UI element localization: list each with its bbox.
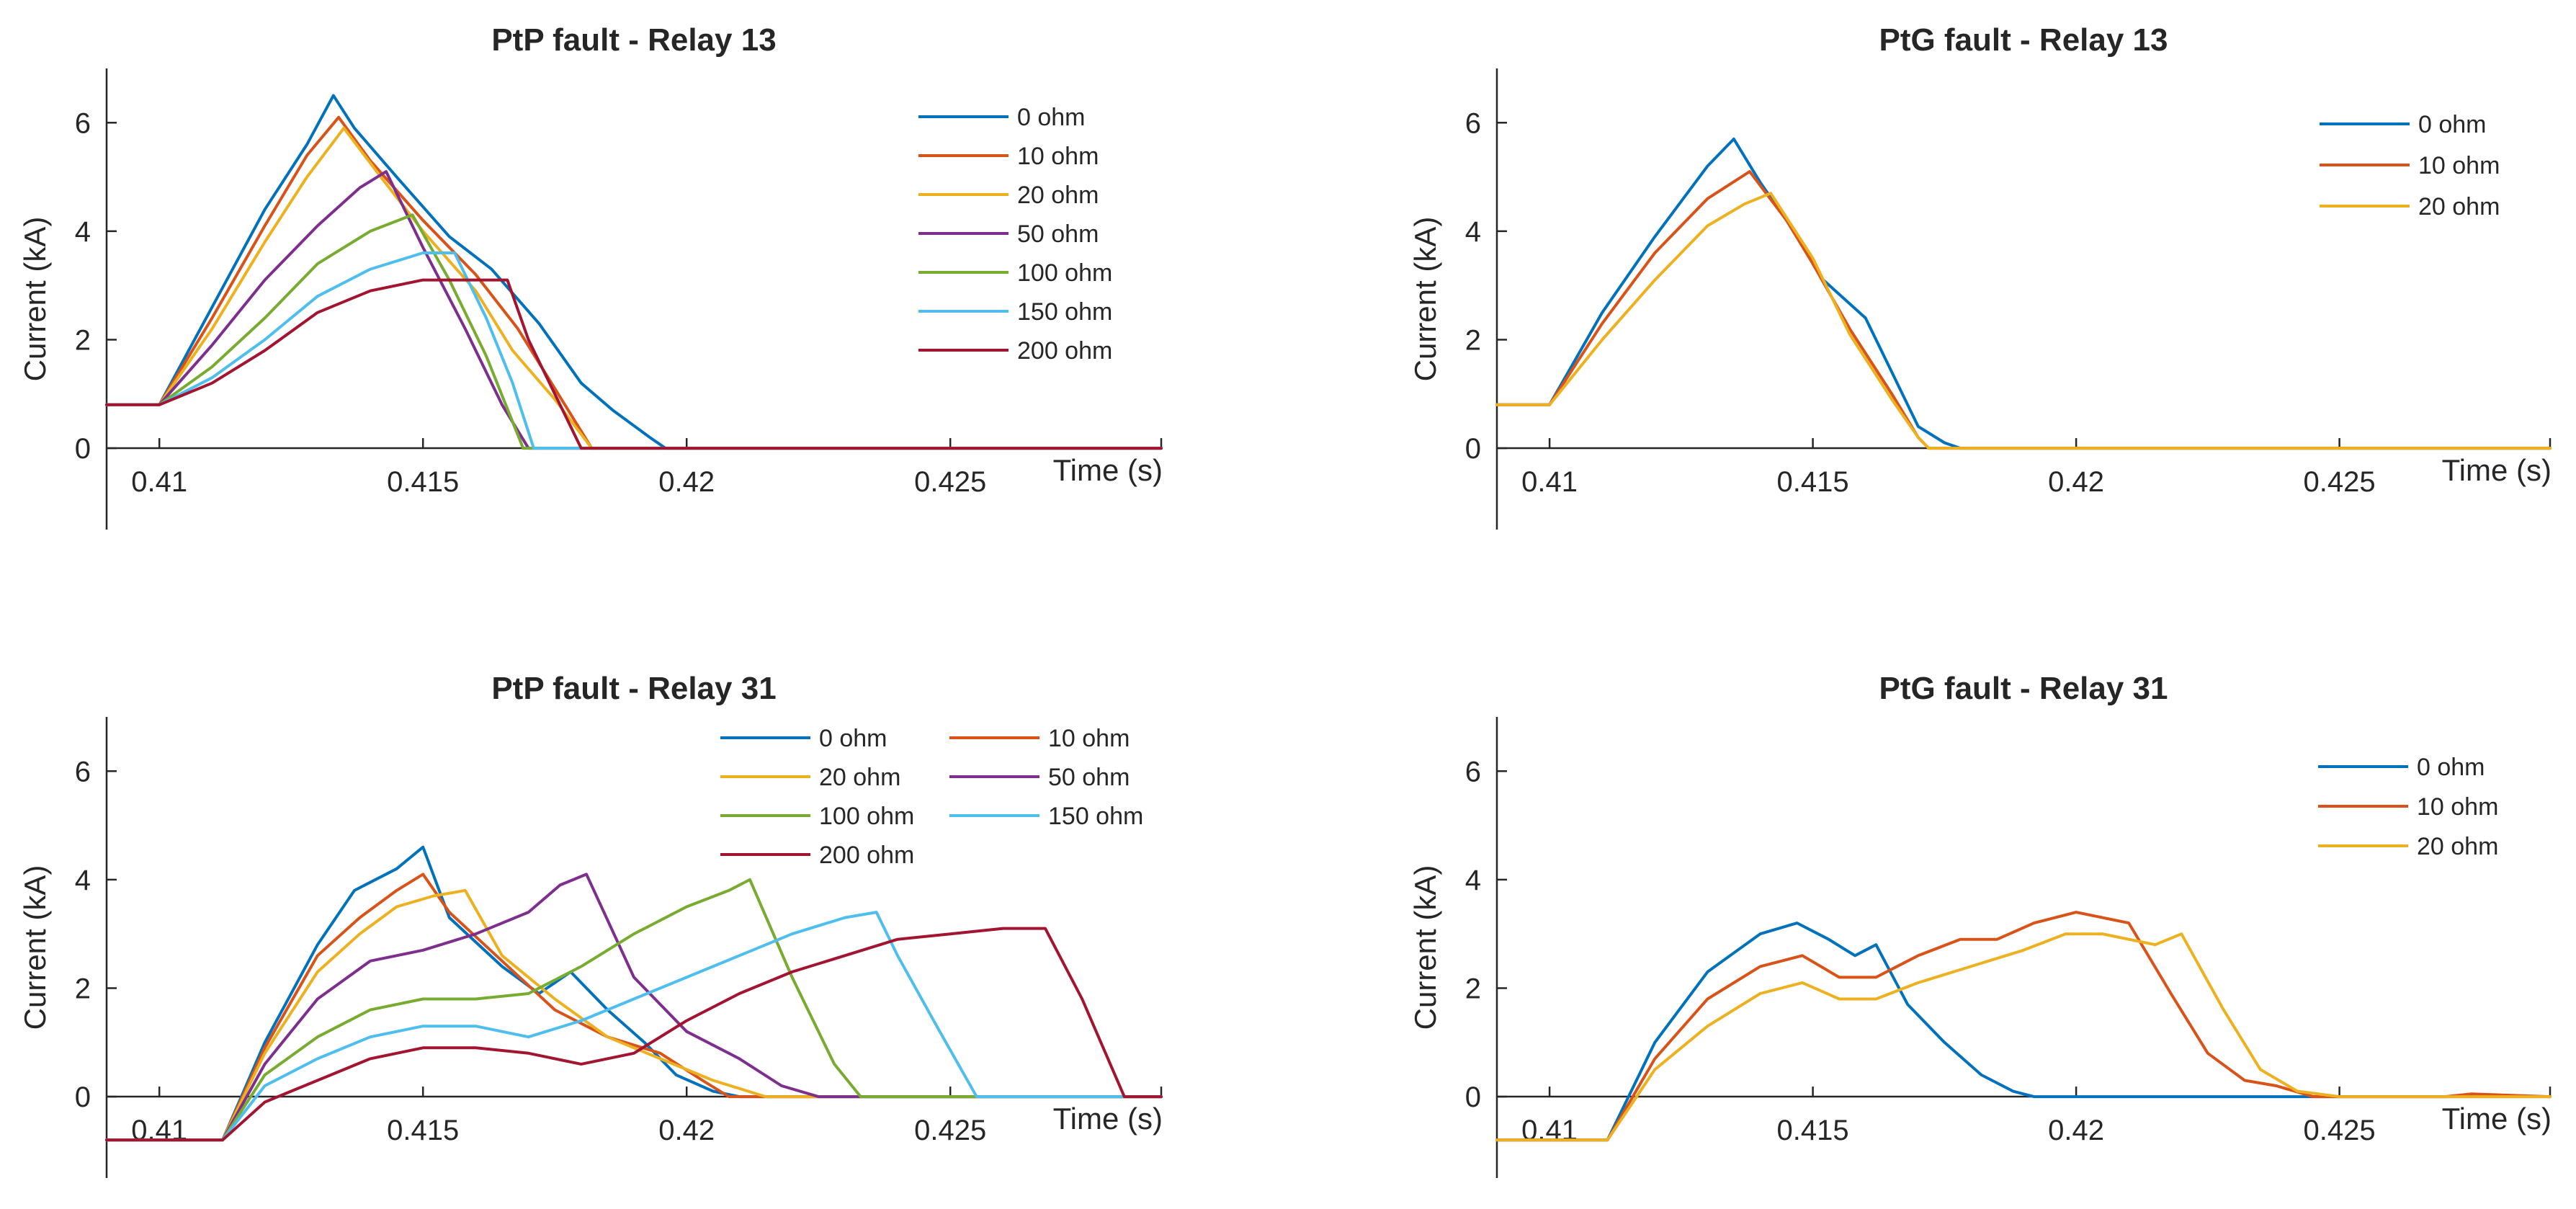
y-tick-label: 0 <box>1465 433 1481 465</box>
legend-entry: 200 ohm <box>819 842 914 869</box>
x-tick-label: 0.41 <box>131 466 187 498</box>
y-tick-label: 2 <box>75 324 91 356</box>
legend-entry: 20 ohm <box>819 764 900 791</box>
y-tick-label: 0 <box>1465 1081 1481 1113</box>
x-tick-label: 0.41 <box>1521 1115 1578 1146</box>
series-line-0-ohm <box>1495 922 2552 1142</box>
legend-entry: 10 ohm <box>2418 152 2500 179</box>
series-line-200-ohm <box>105 927 1163 1142</box>
y-tick-label: 6 <box>1465 107 1481 139</box>
legend-entry: 0 ohm <box>2417 754 2485 781</box>
y-tick-label: 2 <box>1465 973 1481 1004</box>
y-tick-label: 6 <box>75 756 91 788</box>
y-tick-label: 4 <box>1465 216 1481 248</box>
x-tick-label: 0.425 <box>2304 466 2376 498</box>
x-axis-label: Time (s) <box>1053 453 1163 487</box>
chart-panel-3: PtP fault - Relay 31 0 2 4 6 0.41 0.415 0.42 0.4… <box>18 671 1163 1178</box>
legend-entry: 10 ohm <box>1048 725 1130 752</box>
x-tick-label: 0.425 <box>914 1115 986 1146</box>
chart-title: PtG fault - Relay 31 <box>1879 671 2168 706</box>
x-tick-label: 0.42 <box>658 466 715 498</box>
legend-entry: 20 ohm <box>2417 833 2498 860</box>
chart-title: PtP fault - Relay 13 <box>491 22 776 58</box>
legend-entry: 100 ohm <box>819 803 914 830</box>
series-line-0-ohm <box>105 845 1163 1142</box>
legend-entry: 100 ohm <box>1017 259 1112 287</box>
legend-entry: 0 ohm <box>819 725 887 752</box>
chart-panel-1: PtP fault - Relay 13 0 2 4 6 0.41 0.415 0.42 0.4… <box>18 22 1163 530</box>
x-axis-label: Time (s) <box>2442 453 2552 487</box>
legend-entry: 10 ohm <box>2417 793 2498 821</box>
y-axis-label: Current (kA) <box>18 217 52 382</box>
series-line-200-ohm <box>105 278 1163 450</box>
x-tick-label: 0.415 <box>387 1115 459 1146</box>
series-line-10-ohm <box>1495 911 2552 1142</box>
legend-entry: 150 ohm <box>1017 298 1112 326</box>
y-axis-label: Current (kA) <box>1408 865 1442 1030</box>
y-tick-label: 2 <box>1465 324 1481 356</box>
chart-title: PtG fault - Relay 13 <box>1879 22 2168 58</box>
series-line-50-ohm <box>105 170 1163 450</box>
series-line-10-ohm <box>105 873 1163 1142</box>
series-line-20-ohm <box>105 126 1163 450</box>
x-tick-label: 0.425 <box>914 466 986 498</box>
x-tick-label: 0.42 <box>2048 466 2104 498</box>
x-tick-label: 0.415 <box>1777 466 1849 498</box>
y-tick-label: 4 <box>75 865 91 896</box>
y-tick-label: 0 <box>75 433 91 465</box>
series-line-20-ohm <box>1495 192 2552 450</box>
chart-panel-2: PtG fault - Relay 13 0 2 4 6 0.41 0.415 0.42 0.4… <box>1408 22 2552 530</box>
y-tick-label: 2 <box>75 973 91 1004</box>
series-line-100-ohm <box>105 878 1163 1142</box>
series-line-10-ohm <box>105 115 1163 450</box>
x-tick-label: 0.415 <box>1777 1115 1849 1146</box>
y-tick-label: 6 <box>75 107 91 139</box>
chart-panel-4: PtG fault - Relay 31 0 2 4 6 0.41 0.415 0.42 0.4… <box>1408 671 2552 1178</box>
legend-entry: 20 ohm <box>2418 193 2500 220</box>
legend-entry: 50 ohm <box>1048 764 1130 791</box>
legend-entry: 0 ohm <box>2418 111 2487 138</box>
series-line-50-ohm <box>105 873 1163 1142</box>
x-tick-label: 0.41 <box>131 1115 187 1146</box>
series-line-150-ohm <box>105 251 1163 450</box>
legend-entry: 50 ohm <box>1017 220 1099 248</box>
series-line-100-ohm <box>105 213 1163 450</box>
x-tick-label: 0.42 <box>658 1115 715 1146</box>
x-tick-label: 0.415 <box>387 466 459 498</box>
y-tick-label: 6 <box>1465 756 1481 788</box>
legend-entry: 20 ohm <box>1017 182 1099 209</box>
x-tick-label: 0.425 <box>2304 1115 2376 1146</box>
series-line-20-ohm <box>105 888 1163 1142</box>
series-line-0-ohm <box>105 94 1163 450</box>
series-line-10-ohm <box>1495 170 2552 450</box>
legend-entry: 200 ohm <box>1017 337 1112 365</box>
x-axis-label: Time (s) <box>2442 1102 2552 1136</box>
x-axis-label: Time (s) <box>1053 1102 1163 1136</box>
series-line-20-ohm <box>1495 932 2552 1142</box>
x-tick-label: 0.42 <box>2048 1115 2104 1146</box>
x-tick-label: 0.41 <box>1521 466 1578 498</box>
chart-title: PtP fault - Relay 31 <box>491 671 776 706</box>
legend-entry: 10 ohm <box>1017 143 1099 170</box>
y-tick-label: 0 <box>75 1081 91 1113</box>
y-tick-label: 4 <box>75 216 91 248</box>
legend-entry: 0 ohm <box>1017 104 1086 131</box>
series-line-0-ohm <box>1495 137 2552 450</box>
y-axis-label: Current (kA) <box>18 865 52 1030</box>
y-tick-label: 4 <box>1465 865 1481 896</box>
y-axis-label: Current (kA) <box>1408 217 1442 382</box>
legend-entry: 150 ohm <box>1048 803 1143 830</box>
series-line-150-ohm <box>105 911 1163 1142</box>
